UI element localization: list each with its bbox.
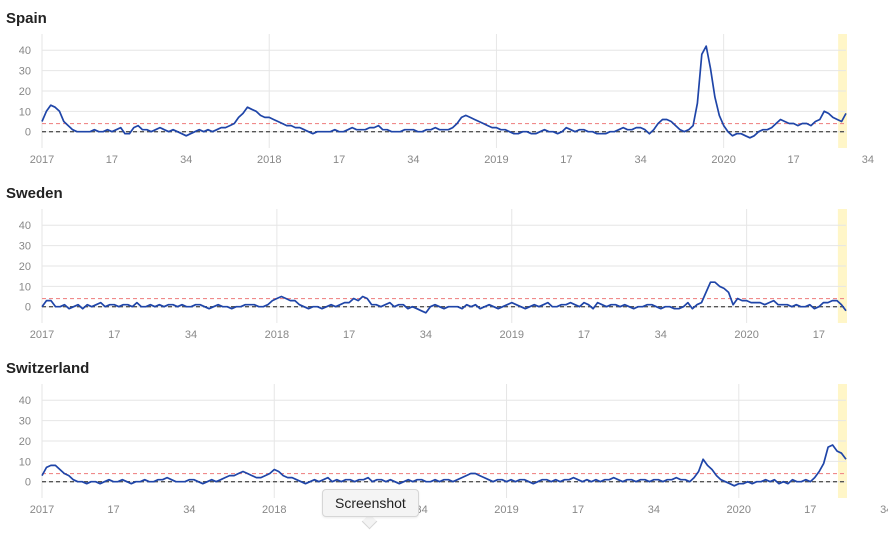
x-tick-label: 17 bbox=[813, 329, 825, 341]
x-tick-label: 34 bbox=[185, 329, 197, 341]
x-tick-label: 2018 bbox=[262, 504, 286, 516]
x-tick-label: 34 bbox=[655, 329, 667, 341]
x-tick-label: 2019 bbox=[484, 154, 508, 166]
x-tick-label: 17 bbox=[107, 504, 119, 516]
x-tick-label: 34 bbox=[635, 154, 647, 166]
y-tick-label: 30 bbox=[19, 66, 31, 78]
series-line bbox=[41, 45, 847, 139]
y-tick-label: 20 bbox=[19, 86, 31, 98]
x-tick-label: 2017 bbox=[30, 154, 54, 166]
x-tick-label: 2020 bbox=[727, 504, 751, 516]
x-tick-label: 17 bbox=[787, 154, 799, 166]
x-tick-label: 34 bbox=[183, 504, 195, 516]
y-tick-label: 10 bbox=[19, 281, 31, 293]
y-tick-label: 20 bbox=[19, 436, 31, 448]
series-line bbox=[41, 444, 847, 487]
x-tick-label: 2017 bbox=[30, 329, 54, 341]
panel-sweden: Sweden 0 10 20 30 40 2017 17 34 2018 17 34 2019 17 34… bbox=[0, 185, 888, 360]
y-tick-label: 40 bbox=[19, 45, 31, 57]
series-line bbox=[41, 281, 847, 314]
x-tick-label: 2018 bbox=[265, 329, 289, 341]
x-tick-label: 17 bbox=[333, 154, 345, 166]
x-tick-label: 17 bbox=[343, 329, 355, 341]
chart-sweden: 0102030402017173420181734201917342020173… bbox=[19, 209, 847, 341]
screenshot-tooltip: Screenshot bbox=[322, 489, 419, 517]
y-tick-label: 0 bbox=[25, 127, 31, 139]
chart-title: Spain bbox=[6, 10, 47, 27]
x-tick-label: 2020 bbox=[734, 329, 758, 341]
x-tick-label: 2018 bbox=[257, 154, 281, 166]
x-tick-label: 2019 bbox=[494, 504, 518, 516]
x-tick-label: 34 bbox=[407, 154, 419, 166]
x-tick-label: 17 bbox=[108, 329, 120, 341]
x-tick-label: 17 bbox=[106, 154, 118, 166]
y-tick-label: 20 bbox=[19, 261, 31, 273]
x-tick-label: 2020 bbox=[711, 154, 735, 166]
chart-title: Switzerland bbox=[6, 360, 90, 377]
y-tick-label: 0 bbox=[25, 302, 31, 314]
x-tick-label: 17 bbox=[578, 329, 590, 341]
x-tick-label: 34 bbox=[648, 504, 660, 516]
y-tick-label: 30 bbox=[19, 241, 31, 253]
y-tick-label: 40 bbox=[19, 395, 31, 407]
x-tick-label: 34 bbox=[180, 154, 192, 166]
y-tick-label: 30 bbox=[19, 416, 31, 428]
chart-switzerland: 0102030402017173420181734201917342020173… bbox=[19, 384, 888, 516]
x-tick-label: 17 bbox=[560, 154, 572, 166]
y-tick-label: 10 bbox=[19, 106, 31, 118]
y-tick-label: 40 bbox=[19, 220, 31, 232]
x-tick-label: 17 bbox=[804, 504, 816, 516]
y-tick-label: 0 bbox=[25, 477, 31, 489]
y-tick-label: 10 bbox=[19, 456, 31, 468]
panel-spain: Spain 0 10 20 30 40 2017 17 34 2018 17 34 2019 17 34 2… bbox=[0, 10, 888, 185]
chart-title: Sweden bbox=[6, 185, 63, 202]
chart-spain: 0 10 20 30 40 2017 17 34 2018 17 34 2019 17 34 2020 17 3… bbox=[19, 34, 874, 166]
x-tick-label: 34 bbox=[880, 504, 888, 516]
x-tick-label: 2017 bbox=[30, 504, 54, 516]
x-tick-label: 2019 bbox=[500, 329, 524, 341]
x-tick-label: 34 bbox=[420, 329, 432, 341]
x-tick-label: 34 bbox=[862, 154, 874, 166]
x-tick-label: 17 bbox=[572, 504, 584, 516]
panel-switzerland: Switzerland 0 10 20 30 40 2017 17 34 2018 17 34 201… bbox=[0, 360, 888, 535]
